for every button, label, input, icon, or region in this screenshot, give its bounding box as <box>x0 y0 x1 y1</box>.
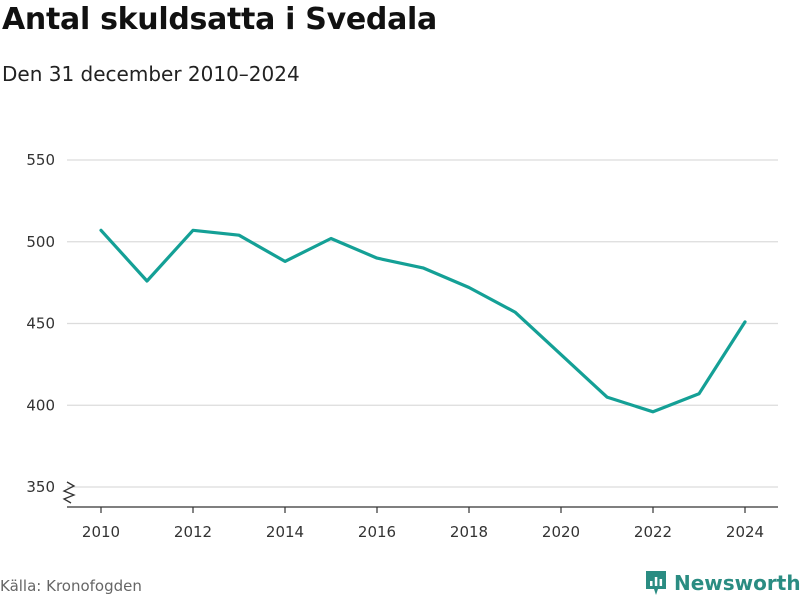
source-label: Källa: Kronofogden <box>0 577 142 595</box>
x-tick-label: 2010 <box>82 523 120 541</box>
chart-title: Antal skuldsatta i Svedala <box>2 2 437 37</box>
x-tick-label: 2024 <box>726 523 764 541</box>
x-tick-label: 2014 <box>266 523 304 541</box>
series-line <box>99 228 747 414</box>
series-lines <box>99 228 747 414</box>
brand-logo[interactable]: Newsworthy <box>644 569 800 597</box>
x-axis-labels: 2010 2012 2014 2016 2018 2020 2022 2024 <box>82 523 764 541</box>
x-tick-label: 2022 <box>634 523 672 541</box>
y-tick-label: 350 <box>26 478 55 496</box>
x-axis <box>67 506 778 513</box>
y-tick-label: 450 <box>26 315 55 333</box>
axis-break-mark <box>62 481 76 504</box>
chart-subtitle: Den 31 december 2010–2024 <box>2 62 300 86</box>
brand-name: Newsworthy <box>674 571 800 595</box>
x-tick-label: 2020 <box>542 523 580 541</box>
y-tick-label: 500 <box>26 233 55 251</box>
axis-break <box>62 481 76 504</box>
y-axis-labels: 350 400 450 500 550 <box>26 151 55 496</box>
x-tick-label: 2018 <box>450 523 488 541</box>
y-tick-label: 550 <box>26 151 55 169</box>
x-tick-label: 2012 <box>174 523 212 541</box>
x-tick-label: 2016 <box>358 523 396 541</box>
gridlines <box>67 159 778 488</box>
bar-chart-icon <box>646 571 666 595</box>
y-tick-label: 400 <box>26 396 55 414</box>
